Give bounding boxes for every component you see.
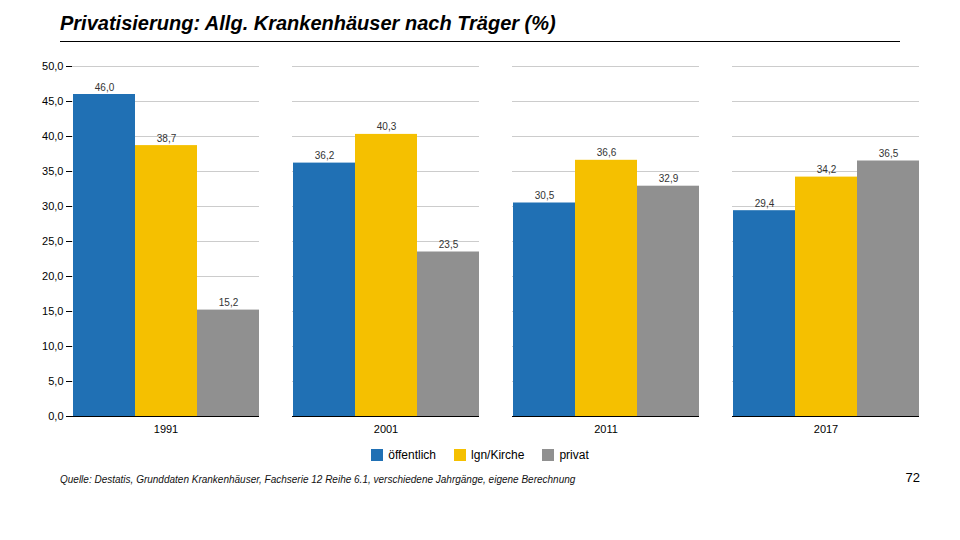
svg-text:2011: 2011: [594, 423, 618, 435]
svg-text:40,0: 40,0: [42, 130, 63, 142]
html-text:privat: privat: [559, 448, 589, 462]
svg-text:10,0: 10,0: [42, 340, 63, 352]
svg-text:29,4: 29,4: [755, 198, 775, 209]
svg-text:2017: 2017: [814, 423, 838, 435]
svg-text:36,2: 36,2: [315, 150, 335, 161]
svg-text:25,0: 25,0: [42, 235, 63, 247]
html-text:öffentlich: öffentlich: [388, 448, 436, 462]
svg-text:32,9: 32,9: [659, 173, 679, 184]
svg-text:20,0: 20,0: [42, 270, 63, 282]
svg-text:45,0: 45,0: [42, 95, 63, 107]
svg-text:1991: 1991: [154, 423, 178, 435]
svg-text:36,5: 36,5: [879, 148, 899, 159]
html-text:72: 72: [905, 470, 920, 485]
svg-text:15,2: 15,2: [219, 297, 239, 308]
svg-text:15,0: 15,0: [42, 305, 63, 317]
svg-text:5,0: 5,0: [48, 375, 63, 387]
svg-text:34,2: 34,2: [817, 164, 837, 175]
svg-text:36,6: 36,6: [597, 147, 617, 158]
svg-text:30,5: 30,5: [535, 190, 555, 201]
html-text:Privatisierung: Allg. Krankenh: Privatisierung: Allg. Krankenhäuser nach…: [60, 12, 556, 34]
svg-text:50,0: 50,0: [42, 60, 63, 72]
svg-text:23,5: 23,5: [439, 239, 459, 250]
svg-text:38,7: 38,7: [157, 133, 177, 144]
svg-text:30,0: 30,0: [42, 200, 63, 212]
svg-text:40,3: 40,3: [377, 121, 397, 132]
svg-text:2001: 2001: [374, 423, 398, 435]
html-text:lgn/Kirche: lgn/Kirche: [471, 448, 525, 462]
svg-text:46,0: 46,0: [95, 82, 115, 93]
svg-text:35,0: 35,0: [42, 165, 63, 177]
svg-text:0,0: 0,0: [48, 410, 63, 422]
html-text:Quelle: Destatis, Grunddaten K: Quelle: Destatis, Grunddaten Krankenhäus…: [60, 474, 576, 485]
